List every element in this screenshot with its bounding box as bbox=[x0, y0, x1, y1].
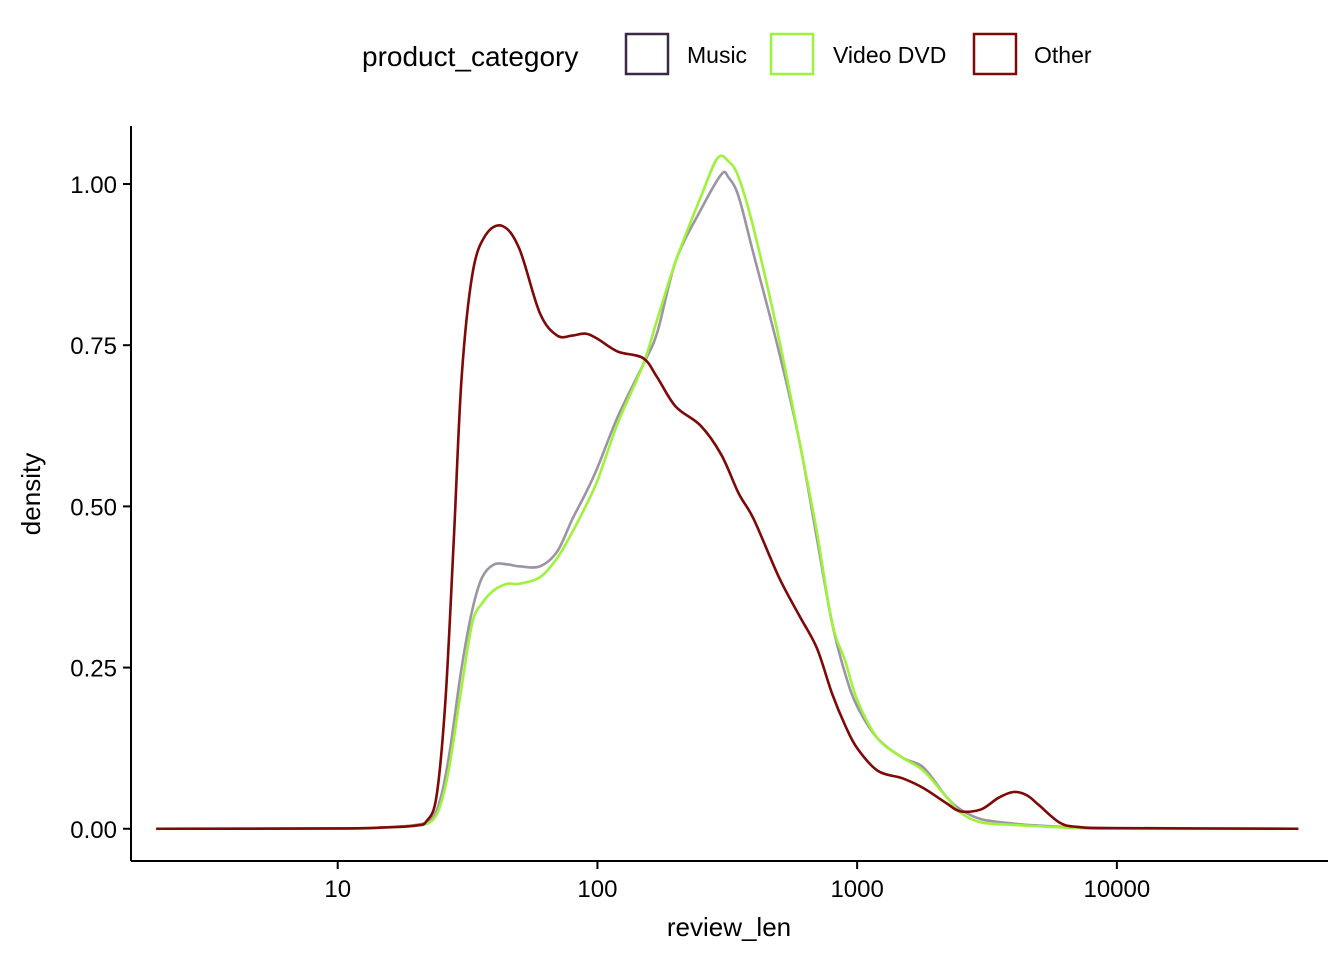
legend-label-video-dvd: Video DVD bbox=[833, 42, 946, 68]
plot-area: 0.00 0.25 0.50 0.75 1.00 10 100 1000 10000 bbox=[70, 126, 1328, 903]
y-axis-title: density bbox=[16, 453, 46, 535]
y-tick-label: 0.25 bbox=[70, 656, 117, 683]
legend-item-music: Music bbox=[624, 32, 747, 76]
legend-title: product_category bbox=[362, 41, 578, 72]
x-tick-label: 100 bbox=[577, 876, 617, 903]
series-line-video-dvd bbox=[156, 154, 1299, 831]
legend-item-video-dvd: Video DVD bbox=[769, 32, 946, 76]
series-line-other bbox=[156, 224, 1299, 831]
legend: product_category Music Video DVD Other bbox=[362, 32, 1092, 76]
x-tick-label: 1000 bbox=[830, 876, 883, 903]
x-tick-label: 10 bbox=[324, 876, 351, 903]
x-axis-ticks: 10 100 1000 10000 bbox=[324, 861, 1150, 903]
y-axis-ticks: 0.00 0.25 0.50 0.75 1.00 bbox=[70, 172, 131, 844]
y-tick-label: 0.50 bbox=[70, 494, 117, 521]
legend-item-other: Other bbox=[972, 32, 1092, 76]
y-tick-label: 0.75 bbox=[70, 333, 117, 360]
x-axis-title: review_len bbox=[667, 912, 791, 942]
y-tick-label: 0.00 bbox=[70, 817, 117, 844]
series-line-music bbox=[156, 170, 1299, 831]
y-tick-label: 1.00 bbox=[70, 172, 117, 199]
legend-key-video-dvd bbox=[769, 32, 815, 76]
x-tick-label: 10000 bbox=[1083, 876, 1150, 903]
legend-label-music: Music bbox=[687, 42, 747, 68]
legend-label-other: Other bbox=[1034, 42, 1092, 68]
legend-key-music bbox=[624, 32, 670, 76]
legend-key-other bbox=[972, 32, 1018, 76]
series-lines bbox=[156, 154, 1299, 831]
